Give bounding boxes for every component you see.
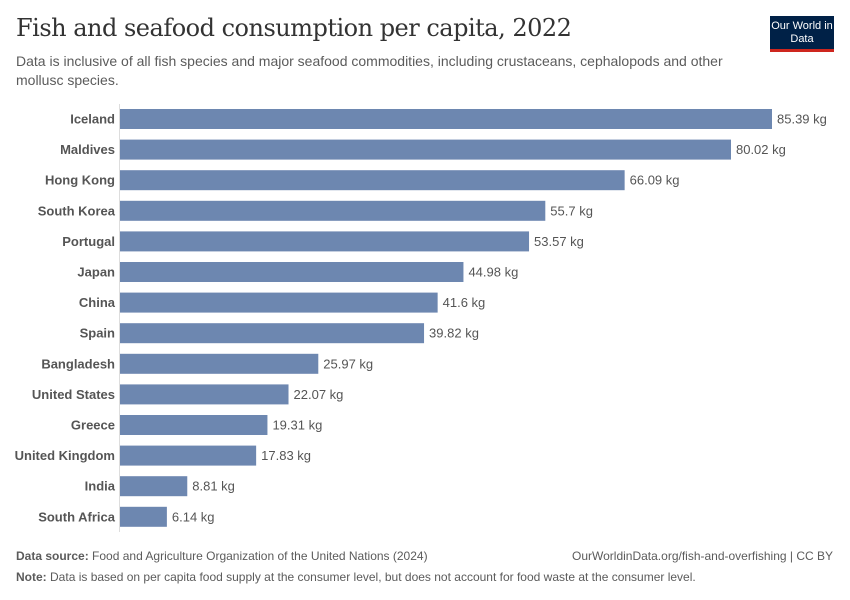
category-label: Hong Kong (45, 173, 115, 188)
source-url[interactable]: OurWorldinData.org/fish-and-overfishing … (572, 549, 833, 563)
bar[interactable] (120, 476, 188, 497)
category-label: China (79, 295, 116, 310)
bar[interactable] (120, 109, 772, 129)
bar[interactable] (120, 139, 731, 160)
value-label: 39.82 kg (429, 326, 479, 341)
category-label: Greece (71, 418, 115, 433)
category-label: United Kingdom (15, 448, 115, 463)
category-label: Maldives (60, 142, 115, 157)
owid-logo[interactable]: Our World in Data (770, 16, 834, 52)
value-label: 41.6 kg (443, 295, 486, 310)
category-label: Portugal (62, 234, 115, 249)
value-label: 25.97 kg (323, 356, 373, 371)
bar[interactable] (120, 323, 425, 344)
bar[interactable] (120, 262, 464, 282)
bar[interactable] (120, 353, 319, 374)
value-label: 55.7 kg (550, 203, 593, 218)
category-label: Bangladesh (41, 356, 115, 371)
bar[interactable] (120, 292, 438, 313)
category-label: South Korea (38, 203, 116, 218)
bar[interactable] (120, 384, 289, 405)
value-label: 80.02 kg (736, 142, 786, 157)
bar[interactable] (120, 445, 257, 466)
value-label: 44.98 kg (468, 265, 518, 280)
category-label: Japan (77, 265, 115, 280)
source-label: Data source: (16, 549, 89, 563)
category-label: South Africa (38, 509, 116, 524)
value-label: 6.14 kg (172, 509, 215, 524)
note-label: Note: (16, 570, 47, 584)
data-source: Data source: Food and Agriculture Organi… (16, 549, 428, 563)
chart-title: Fish and seafood consumption per capita,… (16, 14, 572, 42)
value-label: 17.83 kg (261, 448, 311, 463)
value-label: 53.57 kg (534, 234, 584, 249)
source-text[interactable]: Food and Agriculture Organization of the… (92, 549, 428, 563)
note-text: Data is based on per capita food supply … (50, 570, 696, 584)
category-label: Spain (80, 326, 115, 341)
value-label: 8.81 kg (192, 479, 235, 494)
bar[interactable] (120, 170, 625, 191)
bar[interactable] (120, 506, 167, 527)
value-label: 22.07 kg (294, 387, 344, 402)
value-label: 85.39 kg (777, 112, 827, 127)
category-label: Iceland (70, 112, 115, 127)
category-label: United States (32, 387, 115, 402)
category-label: India (85, 479, 116, 494)
bar[interactable] (120, 415, 268, 435)
bar[interactable] (120, 200, 546, 221)
value-label: 66.09 kg (630, 173, 680, 188)
note: Note: Data is based on per capita food s… (16, 570, 696, 584)
logo-text: Our World in Data (771, 20, 833, 45)
bar[interactable] (120, 231, 530, 252)
chart-subtitle: Data is inclusive of all fish species an… (16, 53, 723, 88)
value-label: 19.31 kg (272, 418, 322, 433)
